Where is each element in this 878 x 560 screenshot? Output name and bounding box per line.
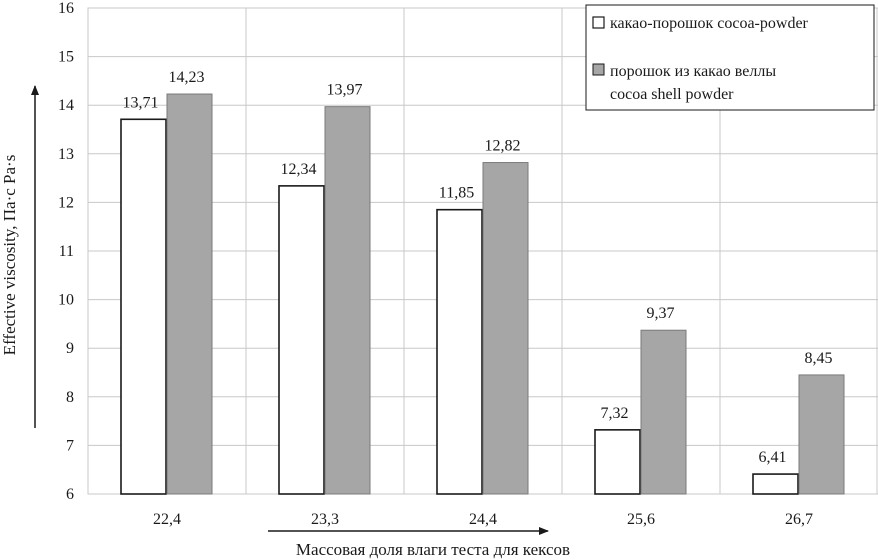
legend-label-cocoa-shell-powder-line2: cocoa shell powder [610, 86, 734, 103]
legend-label-cocoa-powder: какао-порошок cocoa-powder [610, 15, 809, 32]
bar-cocoa-shell-powder [324, 106, 371, 495]
data-label: 8,45 [805, 350, 833, 367]
legend-swatch-cocoa-shell-powder [592, 63, 605, 76]
legend: какао-порошок cocoa-powder порошок из ка… [585, 4, 875, 111]
bar-cocoa-shell-powder [166, 93, 213, 495]
y-tick-label: 12 [58, 194, 74, 211]
bar-cocoa-shell-powder [798, 374, 845, 495]
x-tick-label: 25,6 [627, 511, 655, 528]
data-label: 12,82 [485, 138, 521, 155]
bars [120, 93, 845, 495]
data-label: 13,97 [327, 82, 363, 99]
y-tick-label: 8 [66, 389, 74, 406]
data-label: 9,37 [647, 305, 675, 322]
y-tick-label: 13 [58, 146, 74, 163]
axis-ticks: 6 7 8 9 10 11 12 13 14 15 16 22,4 23,3 24,4 25,6 26,7 [58, 0, 813, 528]
legend-box [585, 4, 875, 111]
y-tick-label: 6 [66, 486, 74, 503]
data-label: 14,23 [169, 69, 205, 86]
data-label: 11,85 [439, 185, 474, 202]
data-label: 7,32 [601, 405, 629, 422]
bar-cocoa-powder [594, 429, 641, 495]
data-label: 12,34 [281, 161, 317, 178]
legend-label-cocoa-shell-powder: порошок из какао веллы [610, 63, 776, 80]
y-tick-label: 14 [58, 97, 74, 114]
x-tick-label: 24,4 [469, 511, 497, 528]
y-tick-label: 16 [58, 0, 74, 17]
bar-cocoa-powder [752, 473, 799, 495]
y-tick-label: 9 [66, 340, 74, 357]
bar-cocoa-shell-powder [482, 162, 529, 495]
y-tick-label: 7 [66, 437, 74, 454]
legend-swatch-cocoa-powder [592, 16, 605, 29]
bar-cocoa-powder [278, 185, 325, 495]
data-label: 6,41 [759, 449, 787, 466]
x-tick-label: 23,3 [311, 511, 339, 528]
y-axis-title: Effective viscosity, Па·с Pa·s [0, 155, 19, 356]
bar-cocoa-powder [120, 118, 167, 495]
bar-cocoa-powder [436, 208, 483, 495]
bar-cocoa-shell-powder [640, 329, 687, 495]
y-tick-label: 15 [58, 49, 74, 66]
y-tick-label: 11 [59, 243, 74, 260]
data-labels: 13,71 12,34 11,85 7,32 6,41 14,23 13,97 12,82 9,… [123, 69, 833, 466]
x-tick-label: 22,4 [153, 511, 181, 528]
x-axis-title: Массовая доля влаги теста для кексов [296, 540, 570, 559]
y-tick-label: 10 [58, 292, 74, 309]
data-label: 13,71 [123, 94, 159, 111]
x-tick-label: 26,7 [785, 511, 813, 528]
